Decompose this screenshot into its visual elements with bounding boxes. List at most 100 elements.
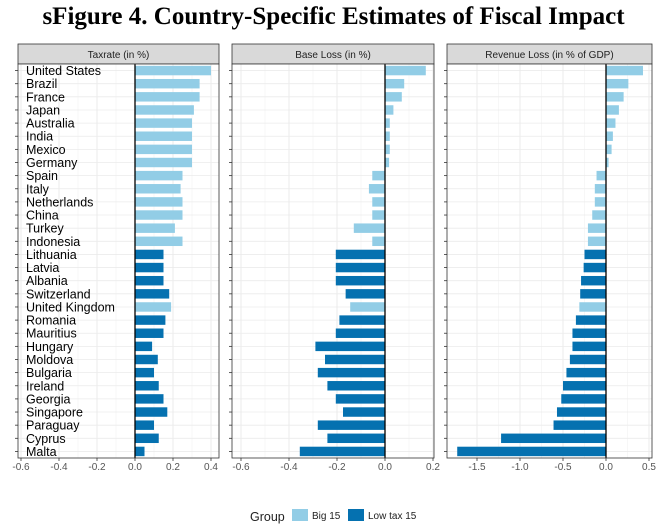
- bar-japan: [385, 105, 394, 115]
- x-tick-label: 0.4: [204, 462, 218, 473]
- bar-singapore: [135, 407, 168, 417]
- bar-spain: [372, 170, 385, 181]
- country-label: Moldova: [26, 353, 73, 367]
- bar-switzerland: [345, 289, 385, 299]
- bar-paraguay: [135, 420, 154, 430]
- bar-cyprus: [501, 433, 606, 444]
- country-label: France: [26, 90, 65, 104]
- legend-swatch-big-15: [292, 509, 308, 521]
- country-label: Cyprus: [26, 432, 66, 446]
- bar-moldova: [569, 354, 606, 365]
- country-label: China: [26, 209, 59, 223]
- bar-china: [592, 210, 606, 220]
- x-tick-label: -0.6: [232, 462, 250, 473]
- country-label: United Kingdom: [26, 300, 115, 314]
- bar-indonesia: [372, 236, 385, 247]
- panel-2: Base Loss (in %) -0.6 -0.4 -0.2 0.0 0.2: [229, 43, 440, 473]
- bar-bulgaria: [317, 367, 385, 378]
- country-label: Georgia: [26, 392, 71, 406]
- bar-georgia: [561, 394, 606, 404]
- bar-bulgaria: [566, 367, 606, 378]
- bar-australia: [135, 118, 192, 128]
- bar-united-states: [135, 65, 211, 76]
- country-label: Turkey: [26, 222, 64, 236]
- x-tick-label: -0.5: [554, 462, 572, 473]
- bar-india: [385, 131, 390, 141]
- bar-japan: [606, 105, 619, 115]
- figure-title: sFigure 4. Country-Specific Estimates of…: [42, 3, 625, 30]
- bar-germany: [135, 157, 192, 168]
- x-tick-label: -1.5: [468, 462, 486, 473]
- bar-france: [606, 92, 624, 102]
- plot-background: [18, 64, 219, 458]
- x-tick-label: -0.6: [12, 462, 30, 473]
- x-tick-label: -1.0: [511, 462, 529, 473]
- bar-malta: [457, 446, 606, 457]
- bar-france: [385, 92, 402, 102]
- legend-swatch-low-tax-15: [348, 509, 364, 521]
- bar-spain: [596, 170, 606, 181]
- country-label: Ireland: [26, 379, 64, 393]
- bar-hungary: [315, 341, 385, 352]
- bar-italy: [135, 184, 181, 194]
- country-label: Singapore: [26, 406, 83, 420]
- bar-romania: [575, 315, 606, 325]
- bar-bulgaria: [135, 367, 154, 378]
- country-label: Japan: [26, 103, 60, 117]
- country-label: Spain: [26, 169, 58, 183]
- country-label: Lithuania: [26, 248, 77, 262]
- legend-title: Group: [250, 510, 285, 524]
- bar-mexico: [385, 144, 390, 155]
- legend-label: Big 15: [312, 511, 341, 522]
- bar-netherlands: [594, 197, 606, 207]
- x-tick-label: -0.2: [328, 462, 346, 473]
- bar-australia: [606, 118, 616, 128]
- country-label: Mauritius: [26, 327, 77, 341]
- country-label: United States: [26, 64, 101, 78]
- bar-germany: [385, 157, 390, 168]
- bar-albania: [335, 275, 385, 286]
- bar-japan: [135, 105, 194, 115]
- bar-france: [135, 92, 200, 102]
- bar-albania: [581, 275, 606, 286]
- country-label: Hungary: [26, 340, 74, 354]
- bar-lithuania: [335, 249, 385, 260]
- x-tick-label: -0.2: [88, 462, 106, 473]
- bar-brazil: [606, 78, 629, 89]
- bar-paraguay: [553, 420, 606, 430]
- bar-mexico: [606, 144, 612, 155]
- bar-indonesia: [135, 236, 183, 247]
- bar-mauritius: [135, 328, 164, 338]
- bar-india: [135, 131, 192, 141]
- bar-cyprus: [135, 433, 159, 444]
- bar-united-states: [385, 65, 426, 76]
- bar-china: [135, 210, 183, 220]
- bar-turkey: [587, 223, 606, 233]
- country-label: Albania: [26, 274, 68, 288]
- panel-3: Revenue Loss (in % of GDP) -1.5 -1.0 -0.5 0.…: [444, 43, 656, 473]
- bar-latvia: [335, 262, 385, 273]
- bar-mauritius: [572, 328, 606, 338]
- bar-switzerland: [135, 289, 170, 299]
- bar-latvia: [583, 262, 606, 273]
- bar-hungary: [135, 341, 153, 352]
- bar-singapore: [556, 407, 606, 417]
- bar-spain: [135, 170, 183, 181]
- bar-ireland: [327, 381, 385, 391]
- panel-border: [231, 63, 435, 459]
- x-tick-label: 0.0: [378, 462, 392, 473]
- bar-turkey: [353, 223, 385, 233]
- bar-united-states: [606, 65, 643, 76]
- plot-background: [447, 64, 652, 458]
- x-tick-label: -0.4: [280, 462, 298, 473]
- country-label: Australia: [26, 117, 75, 131]
- country-label: Switzerland: [26, 287, 91, 301]
- bar-germany: [606, 157, 609, 168]
- bar-cyprus: [327, 433, 385, 444]
- bar-netherlands: [372, 197, 385, 207]
- bar-netherlands: [135, 197, 183, 207]
- country-label: Bulgaria: [26, 366, 72, 380]
- bar-malta: [299, 446, 385, 457]
- bar-ireland: [135, 381, 159, 391]
